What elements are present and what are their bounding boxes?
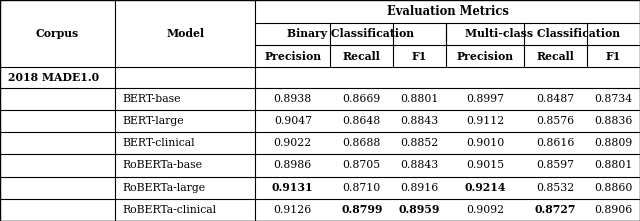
Text: 0.8916: 0.8916	[401, 183, 438, 193]
Text: 0.8487: 0.8487	[537, 94, 575, 104]
Text: 0.9126: 0.9126	[274, 205, 312, 215]
Text: 0.8688: 0.8688	[342, 138, 381, 148]
Text: 0.8576: 0.8576	[537, 116, 575, 126]
Text: 0.8710: 0.8710	[342, 183, 381, 193]
Text: 0.9214: 0.9214	[465, 182, 506, 193]
Text: 0.8648: 0.8648	[342, 116, 381, 126]
Text: 0.8959: 0.8959	[399, 204, 440, 215]
Text: 0.8734: 0.8734	[595, 94, 633, 104]
Text: Evaluation Metrics: Evaluation Metrics	[387, 5, 509, 18]
Text: 0.8843: 0.8843	[401, 116, 438, 126]
Text: Precision: Precision	[264, 51, 321, 62]
Text: 0.8809: 0.8809	[595, 138, 633, 148]
Text: 0.8986: 0.8986	[274, 160, 312, 170]
Text: 0.9015: 0.9015	[466, 160, 504, 170]
Text: BERT-large: BERT-large	[123, 116, 184, 126]
Text: 0.8705: 0.8705	[342, 160, 381, 170]
Text: 0.8938: 0.8938	[274, 94, 312, 104]
Text: 0.8801: 0.8801	[595, 160, 633, 170]
Text: 0.8616: 0.8616	[536, 138, 575, 148]
Text: 0.8843: 0.8843	[401, 160, 438, 170]
Text: 0.8669: 0.8669	[342, 94, 381, 104]
Text: Precision: Precision	[456, 51, 514, 62]
Text: 0.8997: 0.8997	[466, 94, 504, 104]
Text: Binary Classification: Binary Classification	[287, 28, 414, 39]
Text: 0.8860: 0.8860	[595, 183, 633, 193]
Text: Corpus: Corpus	[36, 28, 79, 39]
Text: 0.9112: 0.9112	[466, 116, 504, 126]
Text: RoBERTa-clinical: RoBERTa-clinical	[123, 205, 217, 215]
Text: 0.8906: 0.8906	[595, 205, 633, 215]
Text: F1: F1	[412, 51, 428, 62]
Text: RoBERTa-base: RoBERTa-base	[123, 160, 203, 170]
Text: 0.8597: 0.8597	[537, 160, 575, 170]
Text: 0.8836: 0.8836	[595, 116, 633, 126]
Text: BERT-clinical: BERT-clinical	[123, 138, 195, 148]
Text: 0.8801: 0.8801	[401, 94, 439, 104]
Text: 0.9092: 0.9092	[466, 205, 504, 215]
Text: Recall: Recall	[537, 51, 575, 62]
Text: 0.8727: 0.8727	[535, 204, 577, 215]
Text: 2018 MADE1.0: 2018 MADE1.0	[8, 72, 99, 83]
Text: 0.8532: 0.8532	[536, 183, 575, 193]
Text: BERT-base: BERT-base	[123, 94, 181, 104]
Text: Recall: Recall	[343, 51, 381, 62]
Text: Model: Model	[166, 28, 204, 39]
Text: 0.8852: 0.8852	[401, 138, 438, 148]
Text: 0.9131: 0.9131	[272, 182, 314, 193]
Text: RoBERTa-large: RoBERTa-large	[123, 183, 205, 193]
Text: 0.9022: 0.9022	[274, 138, 312, 148]
Text: Multi-class Classification: Multi-class Classification	[465, 28, 620, 39]
Text: F1: F1	[606, 51, 621, 62]
Text: 0.9010: 0.9010	[466, 138, 504, 148]
Text: 0.8799: 0.8799	[341, 204, 382, 215]
Text: 0.9047: 0.9047	[274, 116, 312, 126]
